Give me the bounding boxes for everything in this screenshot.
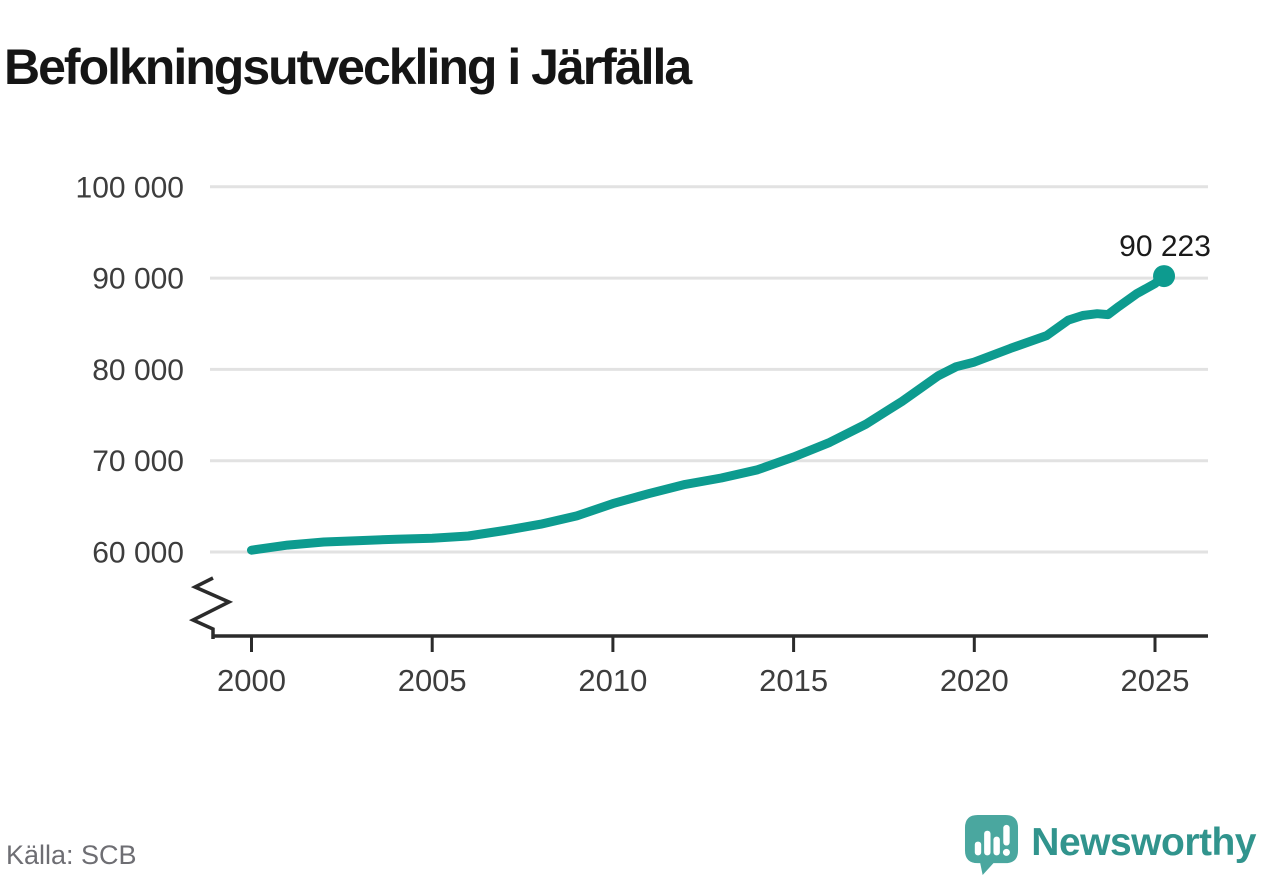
- x-tick-label: 2010: [578, 663, 647, 698]
- newsworthy-logo-text: Newsworthy: [1031, 820, 1256, 864]
- y-tick-label: 70 000: [92, 445, 184, 478]
- gridlines: [210, 185, 1208, 554]
- x-tick-label: 2005: [398, 663, 467, 698]
- chart-title: Befolkningsutveckling i Järfälla: [4, 38, 692, 95]
- x-tick-label: 2025: [1121, 663, 1190, 698]
- source-label: Källa: SCB: [6, 840, 137, 870]
- y-tick-label: 100 000: [76, 171, 184, 204]
- axis-break-icon: [188, 576, 234, 639]
- endpoint-marker: [1153, 265, 1176, 288]
- y-tick-label: 90 000: [92, 263, 184, 296]
- x-axis-ticks: 2000 2005 2010 2015 2020 2025: [217, 636, 1189, 698]
- x-tick-label: 2020: [940, 663, 1009, 698]
- x-tick-label: 2000: [217, 663, 286, 698]
- x-tick-label: 2015: [759, 663, 828, 698]
- newsworthy-logo: Newsworthy: [964, 814, 1256, 876]
- y-axis-labels: 100 000 90 000 80 000 70 000 60 000: [76, 171, 184, 569]
- population-series-line: [247, 271, 1169, 555]
- y-tick-label: 80 000: [92, 354, 184, 387]
- endpoint-value-label: 90 223: [1119, 230, 1211, 263]
- y-tick-label: 60 000: [92, 537, 184, 570]
- newsworthy-speech-bubble-bar-chart-icon: [965, 815, 1019, 875]
